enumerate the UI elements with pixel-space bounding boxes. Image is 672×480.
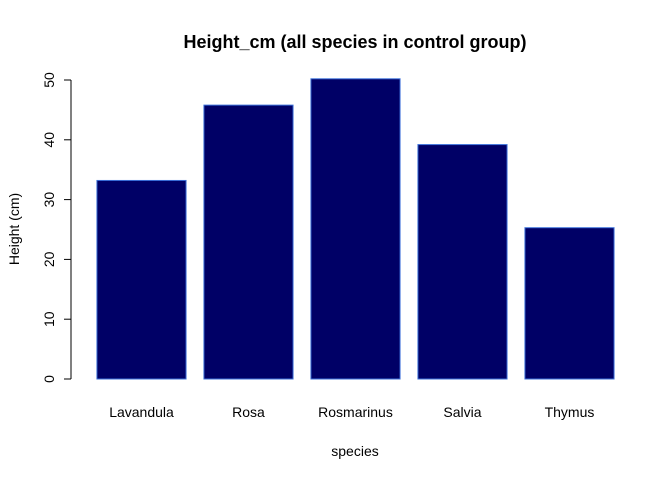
y-tick-label-10: 10 (41, 311, 57, 327)
x-tick-label-salvia: Salvia (443, 404, 481, 420)
bar-lavandula (96, 179, 187, 380)
bar-rosmarinus (310, 78, 401, 380)
y-tick-label-50: 50 (41, 72, 57, 88)
x-tick-label-rosmarinus: Rosmarinus (318, 404, 393, 420)
x-axis-labels: Lavandula Rosa Rosmarinus Salvia Thymus (109, 404, 594, 420)
x-tick-label-rosa: Rosa (232, 404, 265, 420)
y-axis-ticks: 0 10 20 30 40 50 (41, 72, 71, 383)
y-tick-label-0: 0 (41, 375, 57, 383)
x-tick-label-thymus: Thymus (545, 404, 595, 420)
x-axis-title: species (331, 443, 378, 459)
bars-group (96, 78, 615, 380)
bar-rosa (203, 104, 294, 380)
y-tick-label-30: 30 (41, 192, 57, 208)
chart-title: Height_cm (all species in control group) (183, 32, 526, 52)
y-tick-label-40: 40 (41, 132, 57, 148)
y-axis-title: Height (cm) (6, 193, 22, 265)
bar-thymus (524, 227, 615, 380)
y-tick-label-20: 20 (41, 251, 57, 267)
x-tick-label-lavandula: Lavandula (109, 404, 174, 420)
bar-salvia (417, 144, 508, 380)
